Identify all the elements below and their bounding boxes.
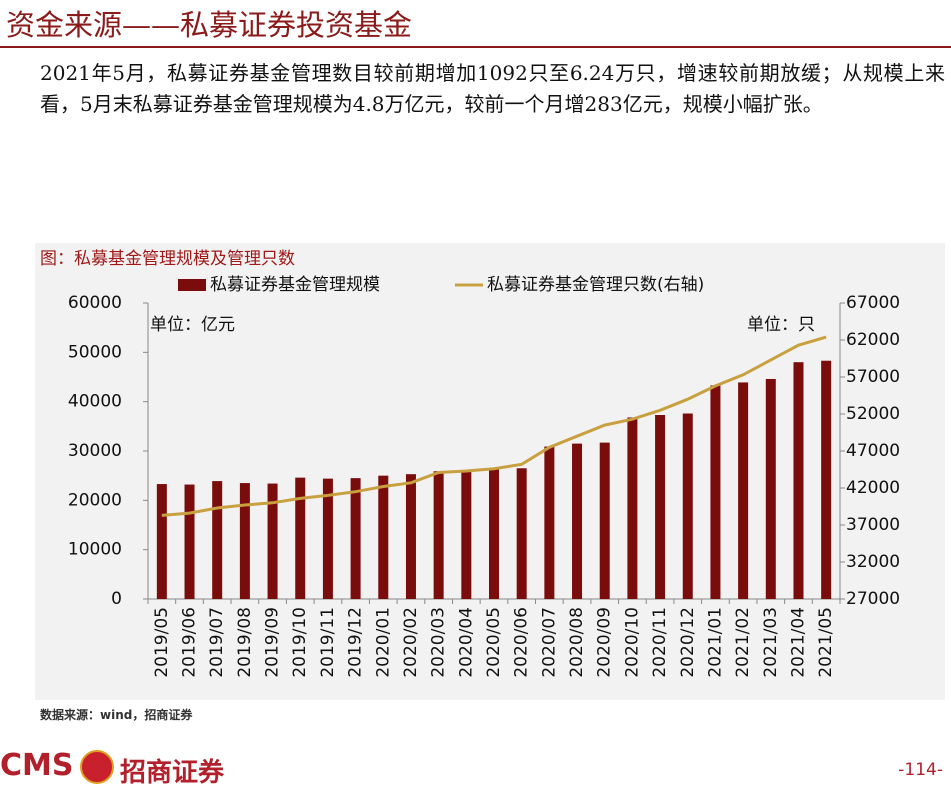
x-tick-label: 2020/01: [373, 607, 393, 678]
y2-tick-label: 52000: [846, 404, 900, 424]
x-tick-label: 2019/08: [235, 607, 255, 678]
x-tick-label: 2019/11: [318, 607, 338, 678]
bar: [793, 362, 804, 599]
bar: [378, 475, 389, 599]
logo-badge: [80, 750, 114, 784]
bar: [295, 477, 306, 599]
y-tick-label: 60000: [68, 293, 122, 313]
bar: [239, 483, 250, 599]
logo-name: 招商证券: [120, 758, 225, 788]
y-tick-label: 30000: [68, 441, 122, 461]
x-tick-label: 2020/06: [512, 607, 532, 678]
y2-tick-label: 62000: [846, 330, 900, 350]
bar: [184, 484, 195, 599]
unit-left: 单位：亿元: [150, 315, 235, 335]
y-tick-label: 10000: [68, 540, 122, 560]
x-tick-label: 2021/04: [788, 607, 808, 678]
bar: [433, 471, 444, 599]
logo-text: CMS: [0, 748, 74, 783]
bar: [738, 382, 749, 599]
x-tick-label: 2021/05: [816, 607, 836, 678]
bar: [627, 417, 638, 599]
bar: [461, 471, 472, 599]
bar: [156, 484, 167, 599]
x-tick-label: 2020/11: [650, 607, 670, 678]
x-tick-label: 2019/10: [290, 607, 310, 678]
bar: [212, 481, 223, 599]
x-tick-label: 2021/02: [733, 607, 753, 678]
line: [161, 335, 827, 517]
title-rule: [0, 46, 951, 48]
bar: [516, 468, 527, 599]
paragraph: 2021年5月，私募证券基金管理数目较前期增加1092只至6.24万只，增速较前…: [40, 61, 945, 116]
y2-tick-label: 37000: [846, 515, 900, 535]
bar: [544, 446, 555, 599]
x-tick-label: 2020/03: [429, 607, 449, 678]
x-tick-label: 2020/04: [456, 607, 476, 678]
bar: [765, 378, 776, 599]
x-tick-label: 2021/03: [761, 607, 781, 678]
y2-tick-label: 67000: [846, 293, 900, 313]
unit-right: 单位：只: [747, 315, 815, 335]
y-tick-label: 40000: [68, 392, 122, 412]
y2-tick-label: 42000: [846, 478, 900, 498]
x-tick-label: 2019/12: [346, 607, 366, 678]
x-tick-label: 2019/06: [180, 607, 200, 678]
bar: [682, 413, 693, 599]
y-tick-label: 0: [111, 589, 122, 609]
bar: [489, 468, 499, 599]
y2-tick-label: 57000: [846, 367, 900, 387]
title: 资金来源——私募证券投资基金: [6, 8, 413, 42]
x-tick-label: 2019/09: [263, 607, 283, 678]
x-tick-label: 2020/05: [484, 607, 504, 678]
y-tick-label: 50000: [68, 342, 122, 362]
y-tick-label: 20000: [68, 490, 122, 510]
y2-tick-label: 47000: [846, 441, 900, 461]
bar: [350, 478, 361, 599]
x-tick-label: 2019/05: [152, 607, 172, 678]
x-tick-label: 2021/01: [705, 607, 725, 678]
x-tick-label: 2020/07: [539, 607, 559, 678]
bar: [322, 478, 333, 599]
source: 数据来源：wind，招商证券: [40, 708, 193, 722]
bar: [599, 442, 610, 599]
legend-label: 私募证券基金管理规模: [210, 275, 380, 295]
x-tick-label: 2020/10: [622, 607, 642, 678]
x-tick-label: 2020/12: [678, 607, 698, 678]
legend-label: 私募证券基金管理只数(右轴): [487, 275, 704, 295]
y2-tick-label: 32000: [846, 552, 900, 572]
bar: [655, 414, 666, 599]
bar: [572, 443, 583, 599]
x-tick-label: 2019/07: [207, 607, 227, 678]
bar: [267, 483, 278, 599]
x-tick-label: 2020/09: [595, 607, 615, 678]
x-tick-label: 2020/02: [401, 607, 421, 678]
bar: [821, 360, 832, 599]
page-number: -114-: [898, 760, 943, 780]
y2-tick-label: 27000: [846, 589, 900, 609]
bar: [405, 474, 416, 599]
chart-title: 图：私募基金管理规模及管理只数: [40, 249, 295, 269]
x-tick-label: 2020/08: [567, 607, 587, 678]
legend-swatch: [178, 279, 206, 291]
bar: [710, 385, 721, 599]
